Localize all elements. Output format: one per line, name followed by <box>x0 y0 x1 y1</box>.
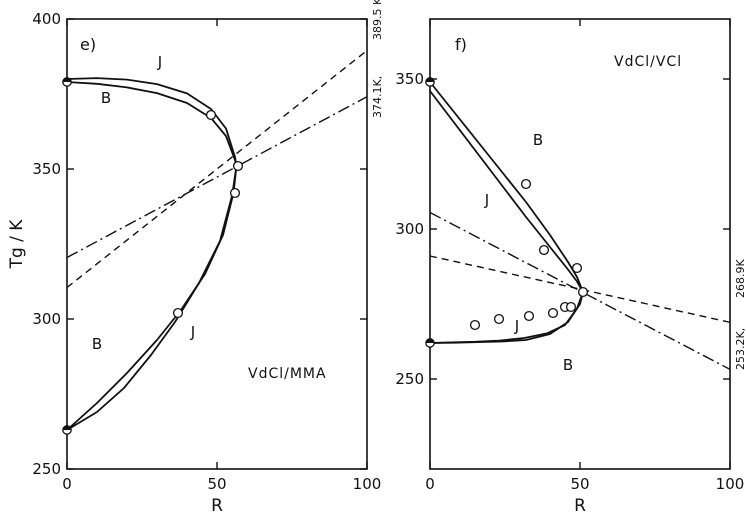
panel-f-series-j <box>429 90 584 344</box>
panel-f-open-point <box>547 307 559 319</box>
panel-e-y-axis-label: Tg / K <box>7 219 27 270</box>
panel-e-filled-point-half <box>62 77 72 82</box>
panel-f-open-point <box>571 262 583 274</box>
panel-e-series-dash-dot <box>66 96 368 259</box>
panel-e-series-b <box>66 81 238 431</box>
panel-f-series-dashed <box>429 255 731 323</box>
panel-e-y-tick-label: 400 <box>32 10 61 28</box>
panel-f-label: f) <box>455 35 467 54</box>
panel-e-y-tick-label: 350 <box>32 160 61 178</box>
panel-f-curve-label-b: B <box>563 356 573 374</box>
panel-f-x-tick-label: 100 <box>716 475 745 493</box>
panel-f-open-point <box>469 319 481 331</box>
panel-f-curve-label-j: J <box>514 317 519 335</box>
panel-f-filled-point-half <box>425 338 435 343</box>
panel-e-curve-label-b: B <box>92 335 102 353</box>
panel-f-y-tick-label: 350 <box>395 70 424 88</box>
panel-e-x-tick-label: 50 <box>207 475 226 493</box>
panel-f-right-annotation-1: 268.9K <box>734 259 746 298</box>
panel-e-right-annotation-1: 389.5 K <box>371 0 384 40</box>
panel-f-open-point <box>577 286 589 298</box>
panel-f-y-tick-label: 250 <box>395 370 424 388</box>
panel-f-curve-label-b: B <box>533 131 543 149</box>
panel-f-curve-label-j: J <box>484 191 489 209</box>
panel-f-x-tick-label: 0 <box>425 475 435 493</box>
panel-f-y-tick-label: 300 <box>395 220 424 238</box>
panel-f-system-label: VdCl/VCl <box>614 54 682 70</box>
panel-e-curve-label-b: B <box>101 89 111 107</box>
panel-e-x-tick-label: 0 <box>62 475 72 493</box>
panel-f-open-point <box>523 310 535 322</box>
panel-e-x-axis-label: R <box>211 496 223 516</box>
panel-f-open-point <box>493 313 505 325</box>
panel-f-filled-point-half <box>425 77 435 82</box>
panel-e-system-label: VdCl/MMA <box>248 366 327 382</box>
panel-e-curve-label-j: J <box>190 323 195 341</box>
panel-e-x-tick-label: 100 <box>353 475 382 493</box>
panel-f-x-tick-label: 50 <box>570 475 589 493</box>
panel-e-open-point <box>232 160 244 172</box>
panel-f-x-axis-label: R <box>574 496 586 516</box>
panel-e-open-point <box>229 187 241 199</box>
panel-e-filled-point-half <box>62 425 72 430</box>
panel-f-open-point <box>565 301 577 313</box>
panel-e-right-annotation-2: 374.1K, <box>371 76 384 118</box>
panel-f-axes-frame <box>429 18 731 470</box>
panel-f: f) VdCl/VCl R 268.9K 253.2K, 0 50 100 250 30… <box>395 18 746 516</box>
panel-e-y-tick-label: 300 <box>32 310 61 328</box>
panel-e-open-point <box>205 109 217 121</box>
panel-e-series-j <box>66 77 238 431</box>
panel-e-open-point <box>172 307 184 319</box>
panel-e-curve-label-j: J <box>157 53 162 71</box>
panel-f-right-annotation-2: 253.2K, <box>734 328 746 370</box>
panel-e: e) VdCl/MMA R Tg / K 389.5 K 374.1K, 0 50… <box>7 0 384 516</box>
panel-e-y-tick-label: 250 <box>32 460 61 478</box>
panel-f-open-point <box>538 244 550 256</box>
panel-f-open-point <box>520 178 532 190</box>
panel-e-series-dashed <box>66 49 368 289</box>
panel-e-label: e) <box>80 35 96 54</box>
